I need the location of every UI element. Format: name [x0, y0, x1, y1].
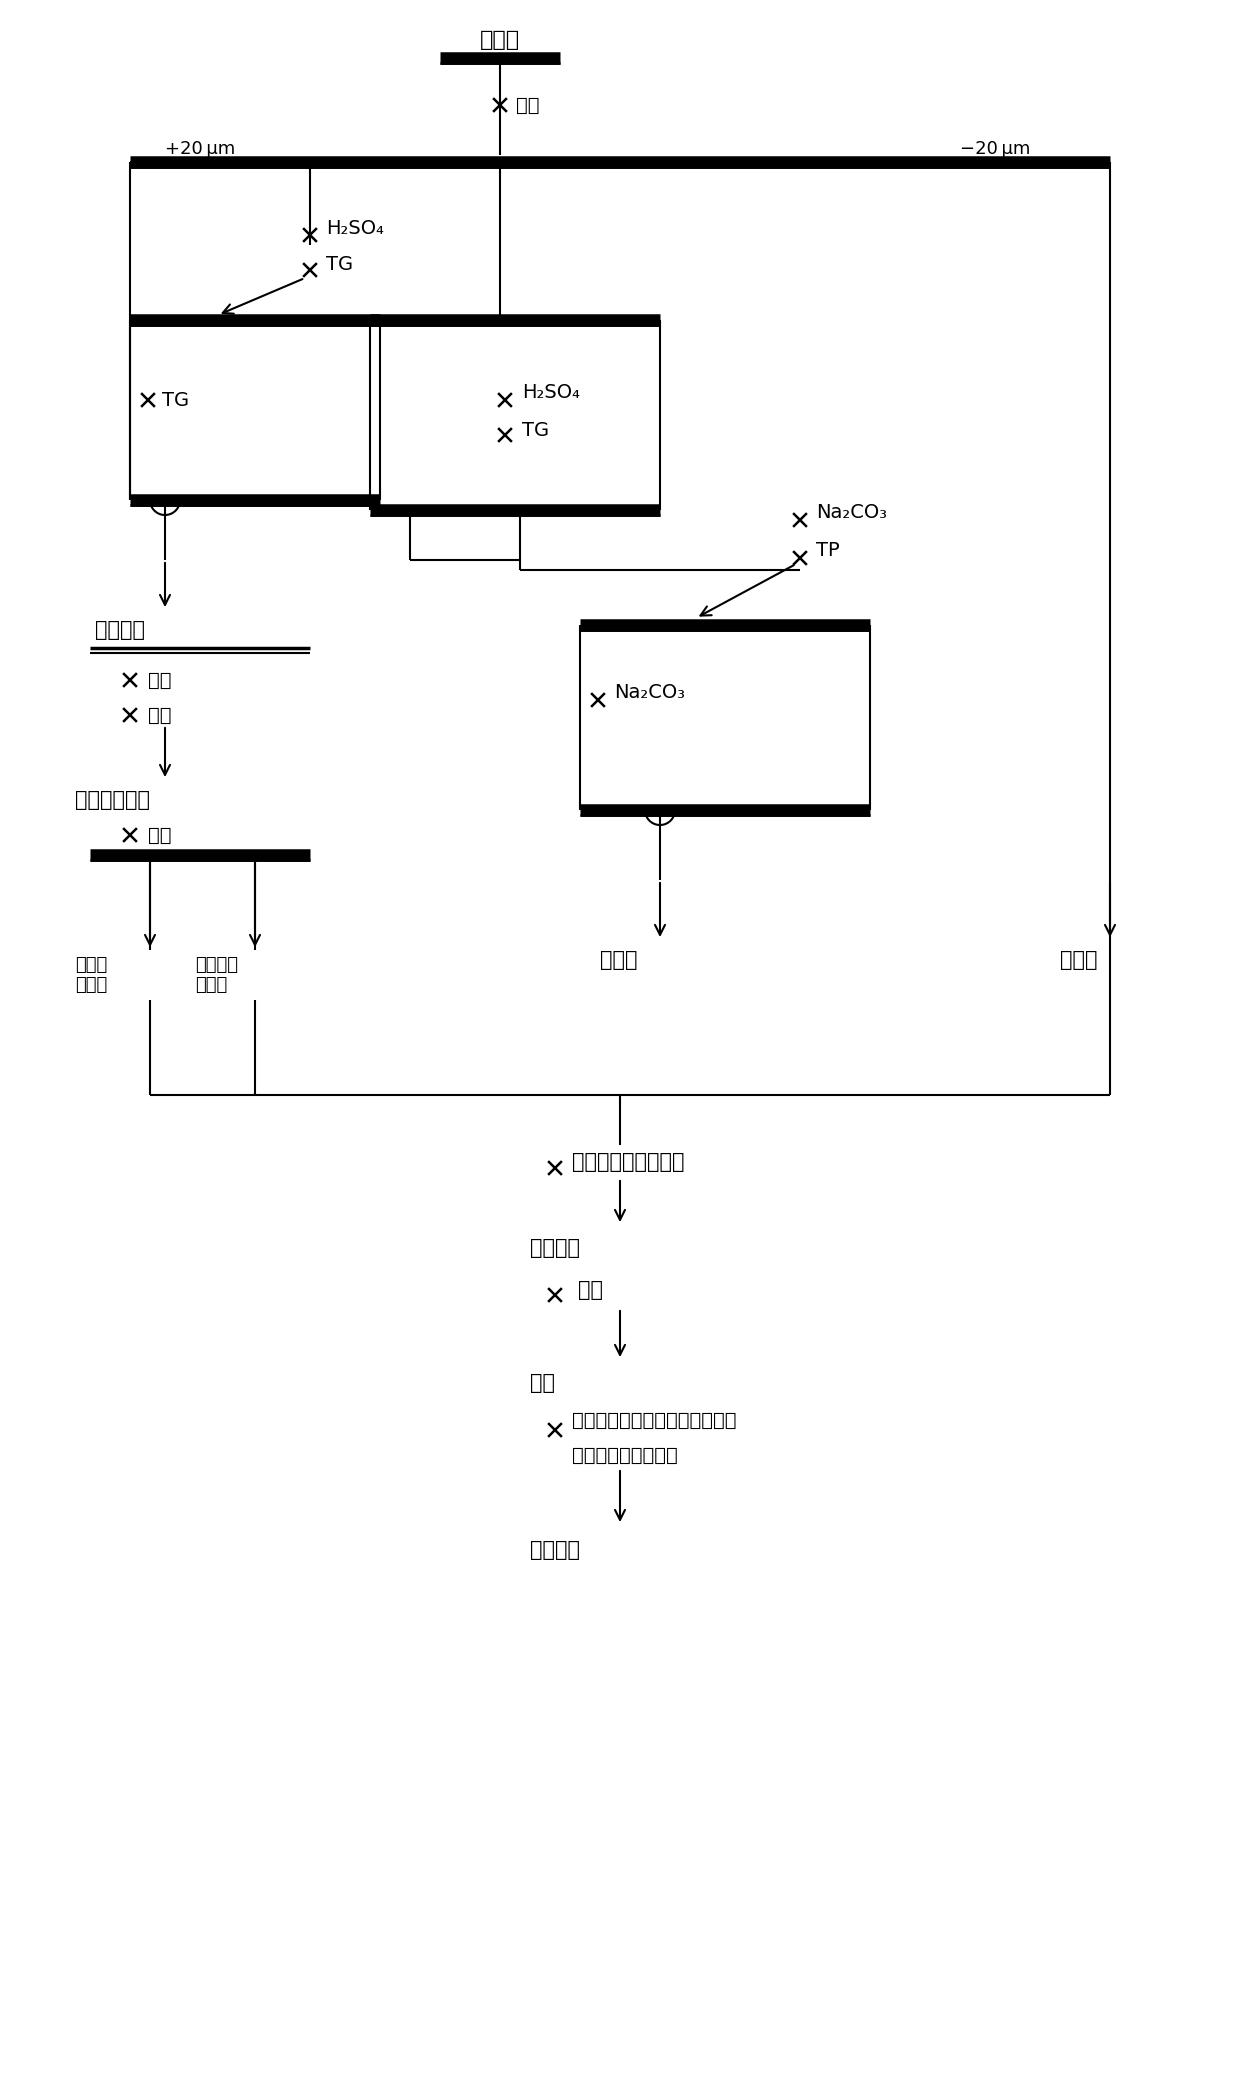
Text: 低纯度馒
镌组分: 低纯度馒 镌组分 — [195, 956, 238, 994]
Text: 精选: 精选 — [148, 825, 171, 844]
Text: Na₂CO₃: Na₂CO₃ — [816, 502, 887, 521]
Text: 消化: 消化 — [148, 706, 171, 725]
Text: TG: TG — [522, 421, 549, 440]
Text: 水析: 水析 — [516, 96, 539, 115]
Text: 锻烧: 锻烧 — [578, 1279, 603, 1300]
Text: H₂SO₄: H₂SO₄ — [326, 219, 384, 237]
Text: TP: TP — [816, 542, 839, 560]
Text: 胶凝材料: 胶凝材料 — [529, 1539, 580, 1560]
Text: 锻烧: 锻烧 — [148, 671, 171, 689]
Text: 均质物料: 均质物料 — [529, 1237, 580, 1258]
Text: 硅产品: 硅产品 — [1060, 950, 1097, 971]
Text: −20 μm: −20 μm — [960, 140, 1030, 158]
Text: 熟料: 熟料 — [529, 1373, 556, 1394]
Text: TG: TG — [162, 390, 190, 410]
Text: Na₂CO₃: Na₂CO₃ — [614, 683, 684, 702]
Text: 磷产品: 磷产品 — [600, 950, 637, 971]
Text: +20 μm: +20 μm — [165, 140, 236, 158]
Text: 铝酸钔、矿粉、电石渣、减水剂: 铝酸钔、矿粉、电石渣、减水剂 — [572, 1410, 737, 1429]
Text: 优质馒
镌组分: 优质馒 镌组分 — [74, 956, 107, 994]
Text: H₂SO₄: H₂SO₄ — [522, 383, 580, 402]
Text: 磷尾矿: 磷尾矿 — [480, 29, 520, 50]
Text: TG: TG — [326, 254, 353, 273]
Text: 馒镌产品: 馒镌产品 — [95, 621, 145, 639]
Text: 高速混合改性机混匀: 高速混合改性机混匀 — [572, 1152, 684, 1173]
Text: 馒镌氮氧化物: 馒镌氮氧化物 — [74, 789, 150, 810]
Text: 等改性剂（添加剂）: 等改性剂（添加剂） — [572, 1446, 678, 1464]
